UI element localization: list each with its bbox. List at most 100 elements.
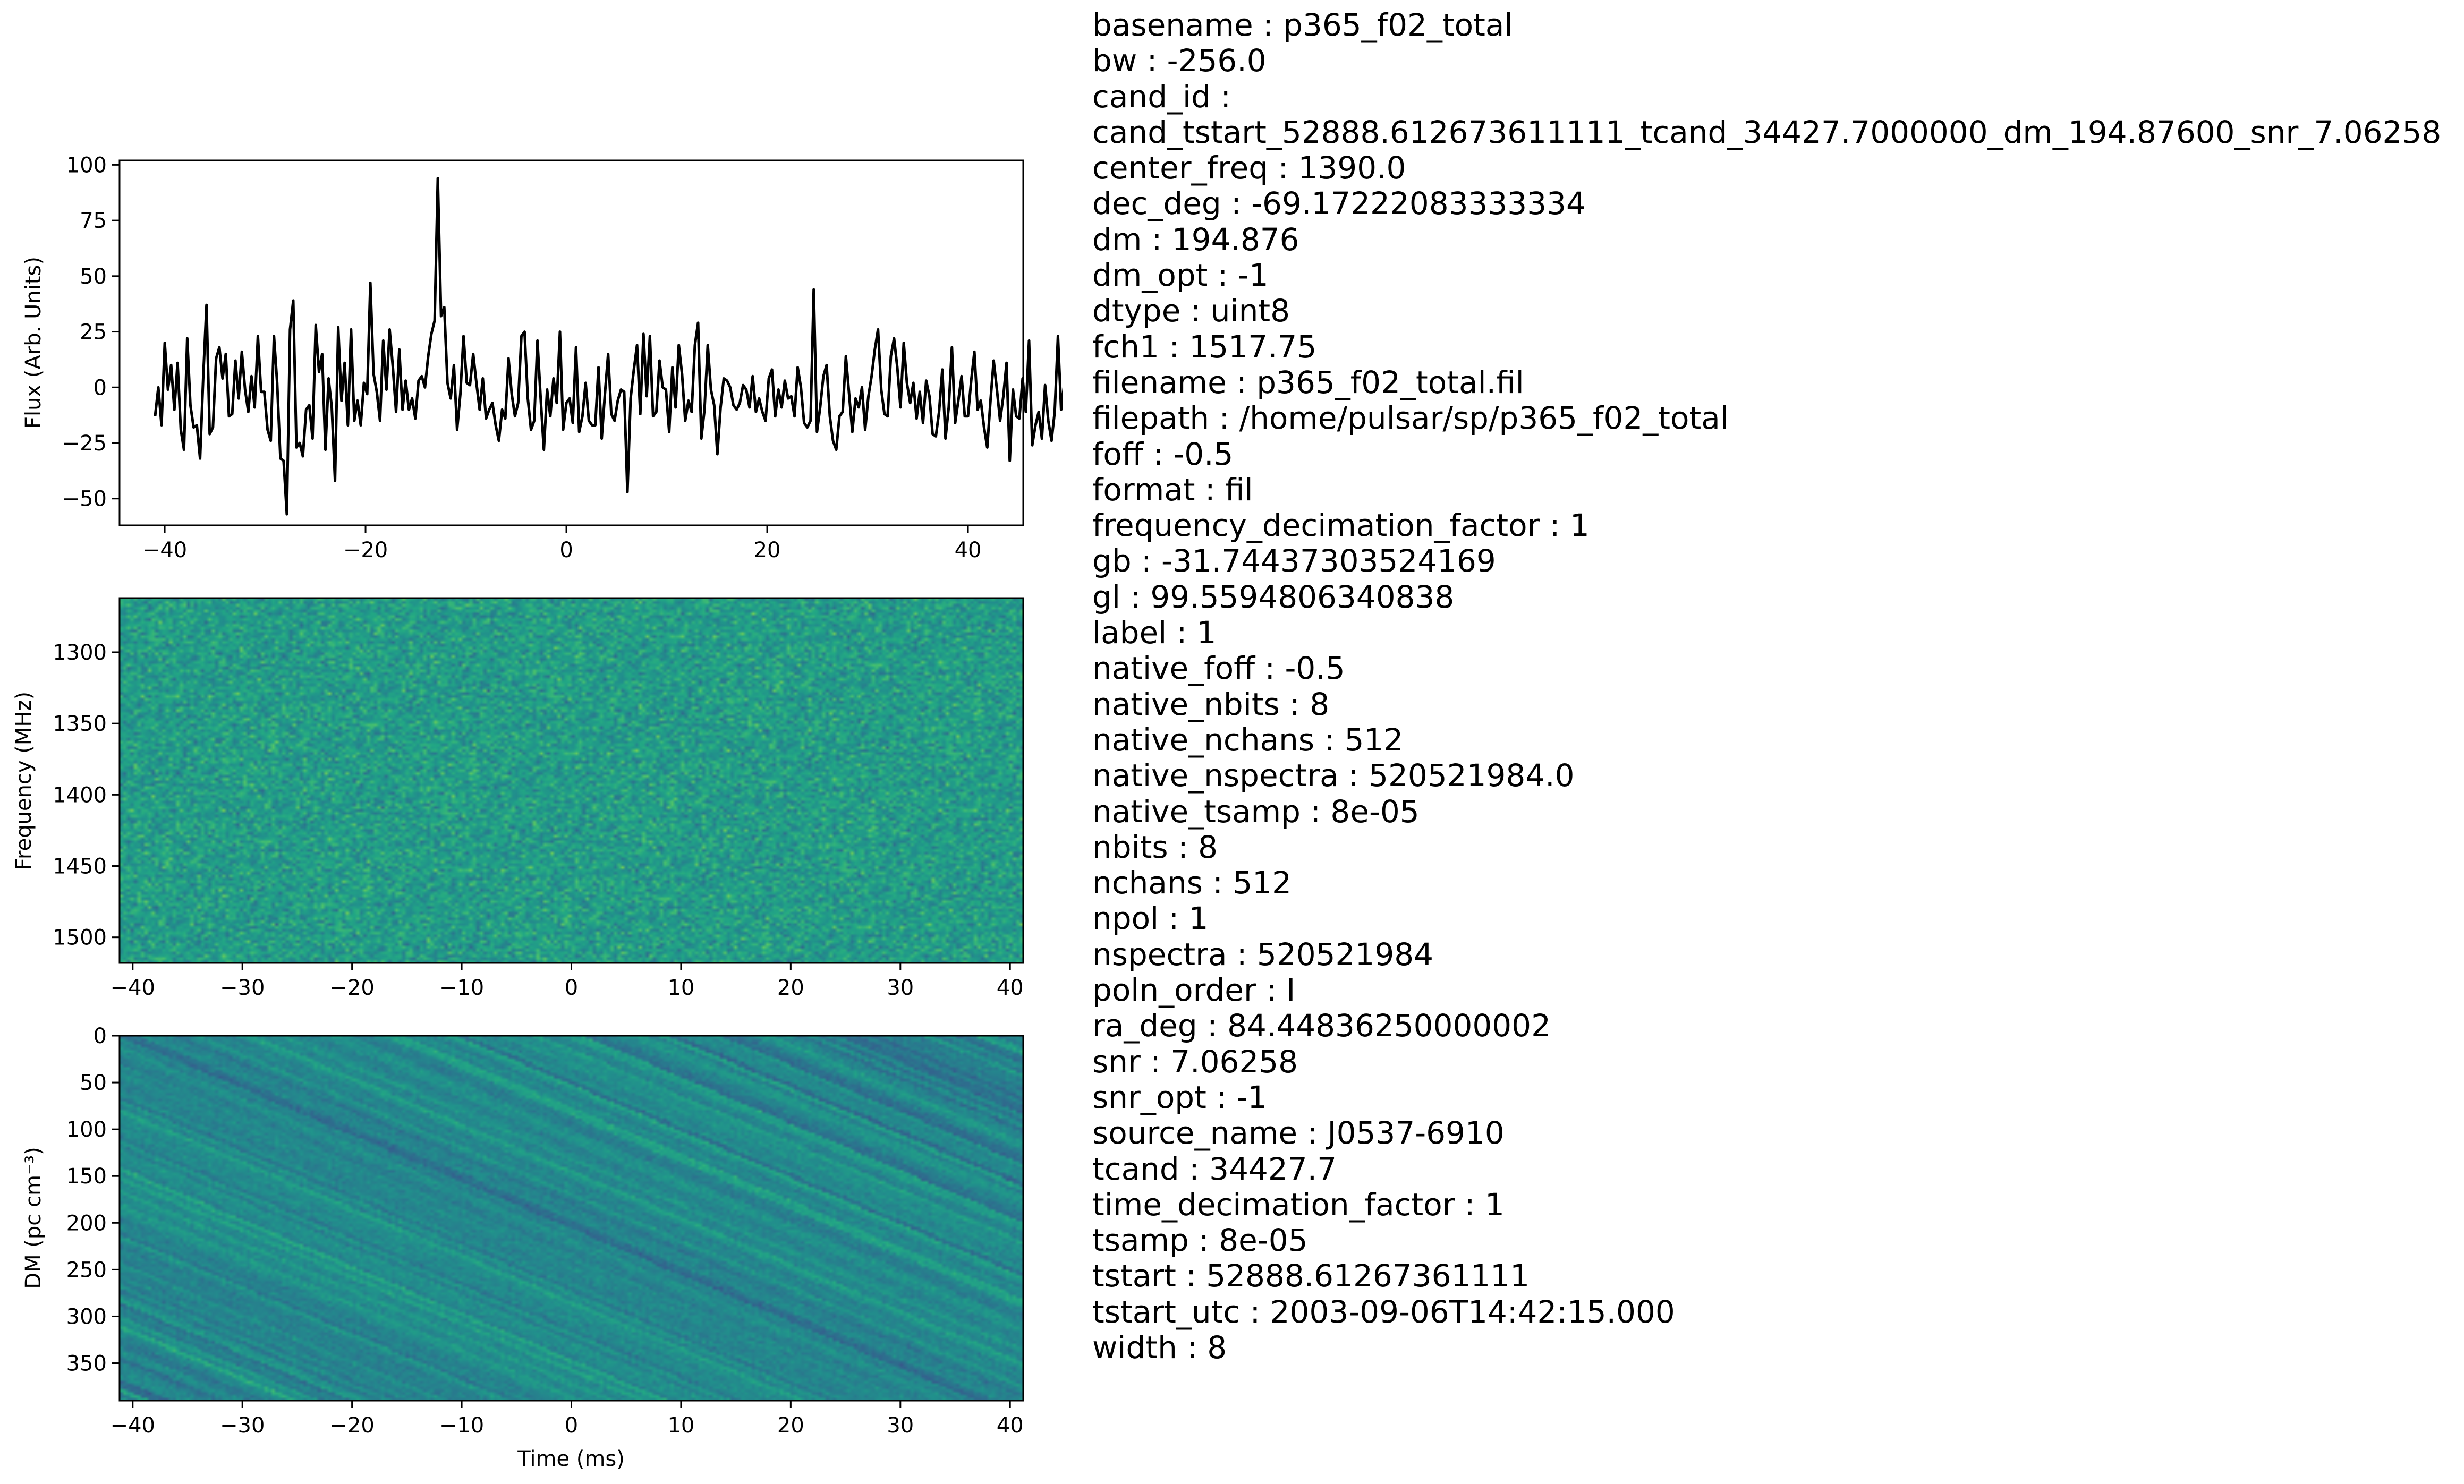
metadata-line: ra_deg : 84.44836250000002 bbox=[1092, 1008, 1551, 1044]
metadata-line: native_nchans : 512 bbox=[1092, 721, 1404, 758]
metadata-line: tsamp : 8e-05 bbox=[1092, 1222, 1308, 1259]
frequency-time-heatmap bbox=[120, 598, 1023, 963]
y-tick-label: 1450 bbox=[53, 855, 107, 879]
x-tick-label: −40 bbox=[142, 538, 187, 562]
flux-y-axis-label: Flux (Arb. Units) bbox=[21, 257, 46, 429]
x-tick-label: −20 bbox=[329, 976, 374, 1000]
waterfall-panel: −40 −30 −20 −10 0 10 20 30 40 1300 1350 1400 1450 15… bbox=[12, 597, 1024, 1000]
metadata-line: bw : -256.0 bbox=[1092, 42, 1267, 79]
metadata-line: gl : 99.5594806340838 bbox=[1092, 578, 1455, 615]
metadata-line: frequency_decimation_factor : 1 bbox=[1092, 507, 1590, 544]
metadata-line: center_freq : 1390.0 bbox=[1092, 150, 1406, 186]
metadata-line: foff : -0.5 bbox=[1092, 436, 1234, 472]
metadata-line: poln_order : I bbox=[1092, 972, 1296, 1009]
metadata-line: snr : 7.06258 bbox=[1092, 1043, 1298, 1080]
y-tick-label: 1400 bbox=[53, 783, 107, 807]
metadata-line: dec_deg : -69.17222083333334 bbox=[1092, 185, 1586, 222]
x-tick-label: 10 bbox=[667, 1413, 694, 1438]
x-tick-label: −30 bbox=[220, 976, 265, 1000]
y-tick-label: 1350 bbox=[53, 712, 107, 736]
y-tick-label: 250 bbox=[66, 1258, 107, 1282]
metadata-line: filepath : /home/pulsar/sp/p365_f02_tota… bbox=[1092, 400, 1729, 437]
x-tick-label: 0 bbox=[565, 1413, 578, 1438]
y-tick-label: 100 bbox=[66, 1118, 107, 1142]
metadata-line: nspectra : 520521984 bbox=[1092, 936, 1434, 973]
y-tick-label: 75 bbox=[80, 209, 107, 233]
flux-axes-frame bbox=[118, 159, 1024, 526]
metadata-line: tcand : 34427.7 bbox=[1092, 1150, 1337, 1187]
x-tick-label: −10 bbox=[439, 976, 484, 1000]
x-tick-label: 40 bbox=[997, 976, 1024, 1000]
y-tick-label: 150 bbox=[66, 1164, 107, 1189]
dm-time-heatmap bbox=[120, 1036, 1023, 1401]
metadata-line: tstart_utc : 2003-09-06T14:42:15.000 bbox=[1092, 1293, 1675, 1330]
metadata-line: nchans : 512 bbox=[1092, 865, 1292, 901]
metadata-line: filename : p365_f02_total.fil bbox=[1092, 364, 1524, 400]
y-tick-label: 200 bbox=[66, 1211, 107, 1235]
x-tick-label: −40 bbox=[111, 976, 155, 1000]
metadata-line: dm : 194.876 bbox=[1092, 221, 1299, 258]
x-tick-label: 20 bbox=[777, 976, 804, 1000]
metadata-line: npol : 1 bbox=[1092, 900, 1209, 937]
metadata-line: label : 1 bbox=[1092, 615, 1217, 651]
y-tick-label: 1500 bbox=[53, 926, 107, 950]
flux-x-ticks: −40 −20 0 20 40 bbox=[142, 525, 982, 562]
metadata-line: cand_id : bbox=[1092, 78, 1231, 115]
x-tick-label: 30 bbox=[887, 1413, 914, 1438]
x-tick-label: 20 bbox=[777, 1413, 804, 1438]
metadata-line: source_name : J0537-6910 bbox=[1092, 1115, 1505, 1152]
x-tick-label: −10 bbox=[439, 1413, 484, 1438]
dmtime-y-axis-label: DM (pc cm⁻³) bbox=[21, 1147, 46, 1289]
y-tick-label: 50 bbox=[80, 265, 107, 289]
y-tick-label: 25 bbox=[80, 320, 107, 345]
x-tick-label: 0 bbox=[559, 538, 573, 562]
x-tick-label: 10 bbox=[667, 976, 694, 1000]
x-tick-label: −20 bbox=[329, 1413, 374, 1438]
metadata-line: native_nbits : 8 bbox=[1092, 686, 1330, 722]
y-tick-label: 50 bbox=[80, 1071, 107, 1095]
x-tick-label: 0 bbox=[565, 976, 578, 1000]
waterfall-y-ticks: 1300 1350 1400 1450 1500 bbox=[53, 641, 120, 950]
dmtime-y-ticks: 0 50 100 150 200 250 300 350 bbox=[66, 1024, 120, 1376]
y-tick-label: 0 bbox=[94, 376, 107, 400]
x-tick-label: 30 bbox=[887, 976, 914, 1000]
x-tick-label: −40 bbox=[111, 1413, 155, 1438]
flux-panel: −40 −20 0 20 40 100 75 50 25 0 −25 −50 Flux (Arb. … bbox=[21, 153, 1063, 562]
metadata-line: native_tsamp : 8e-05 bbox=[1092, 793, 1420, 830]
metadata-line: format : fil bbox=[1092, 471, 1253, 508]
y-tick-label: −50 bbox=[62, 487, 107, 511]
metadata-line: snr_opt : -1 bbox=[1092, 1079, 1268, 1115]
x-tick-label: 20 bbox=[754, 538, 781, 562]
metadata-line: dtype : uint8 bbox=[1092, 293, 1290, 329]
y-tick-label: 300 bbox=[66, 1304, 107, 1329]
metadata-line: basename : p365_f02_total bbox=[1092, 7, 1513, 43]
metadata-line: dm_opt : -1 bbox=[1092, 257, 1269, 294]
x-tick-label: −20 bbox=[343, 538, 388, 562]
y-tick-label: 100 bbox=[66, 153, 107, 177]
metadata-line: native_foff : -0.5 bbox=[1092, 650, 1345, 687]
metadata-line: cand_tstart_52888.612673611111_tcand_344… bbox=[1092, 114, 2442, 150]
candidate-metadata-list: basename : p365_f02_total bw : -256.0 cand… bbox=[1092, 7, 2441, 1366]
metadata-line: native_nspectra : 520521984.0 bbox=[1092, 757, 1575, 794]
flux-series-line bbox=[154, 177, 1063, 516]
waterfall-x-ticks: −40 −30 −20 −10 0 10 20 30 40 bbox=[111, 963, 1024, 1000]
waterfall-y-axis-label: Frequency (MHz) bbox=[12, 692, 36, 870]
metadata-line: width : 8 bbox=[1092, 1329, 1227, 1366]
flux-y-ticks: 100 75 50 25 0 −25 −50 bbox=[62, 153, 120, 511]
y-tick-label: 1300 bbox=[53, 641, 107, 665]
metadata-line: nbits : 8 bbox=[1092, 829, 1218, 865]
dmtime-x-axis-label: Time (ms) bbox=[517, 1447, 625, 1471]
y-tick-label: 0 bbox=[94, 1024, 107, 1048]
metadata-line: fch1 : 1517.75 bbox=[1092, 328, 1317, 365]
dmtime-x-ticks: −40 −30 −20 −10 0 10 20 30 40 bbox=[111, 1401, 1024, 1438]
x-tick-label: 40 bbox=[997, 1413, 1024, 1438]
metadata-line: tstart : 52888.61267361111 bbox=[1092, 1258, 1530, 1294]
metadata-line: time_decimation_factor : 1 bbox=[1092, 1186, 1505, 1223]
y-tick-label: −25 bbox=[62, 431, 107, 456]
metadata-line: gb : -31.74437303524169 bbox=[1092, 543, 1496, 579]
y-tick-label: 350 bbox=[66, 1352, 107, 1376]
x-tick-label: 40 bbox=[955, 538, 982, 562]
x-tick-label: −30 bbox=[220, 1413, 265, 1438]
dmtime-panel: −40 −30 −20 −10 0 10 20 30 40 0 50 100 150 200 250 300… bbox=[21, 1024, 1024, 1471]
